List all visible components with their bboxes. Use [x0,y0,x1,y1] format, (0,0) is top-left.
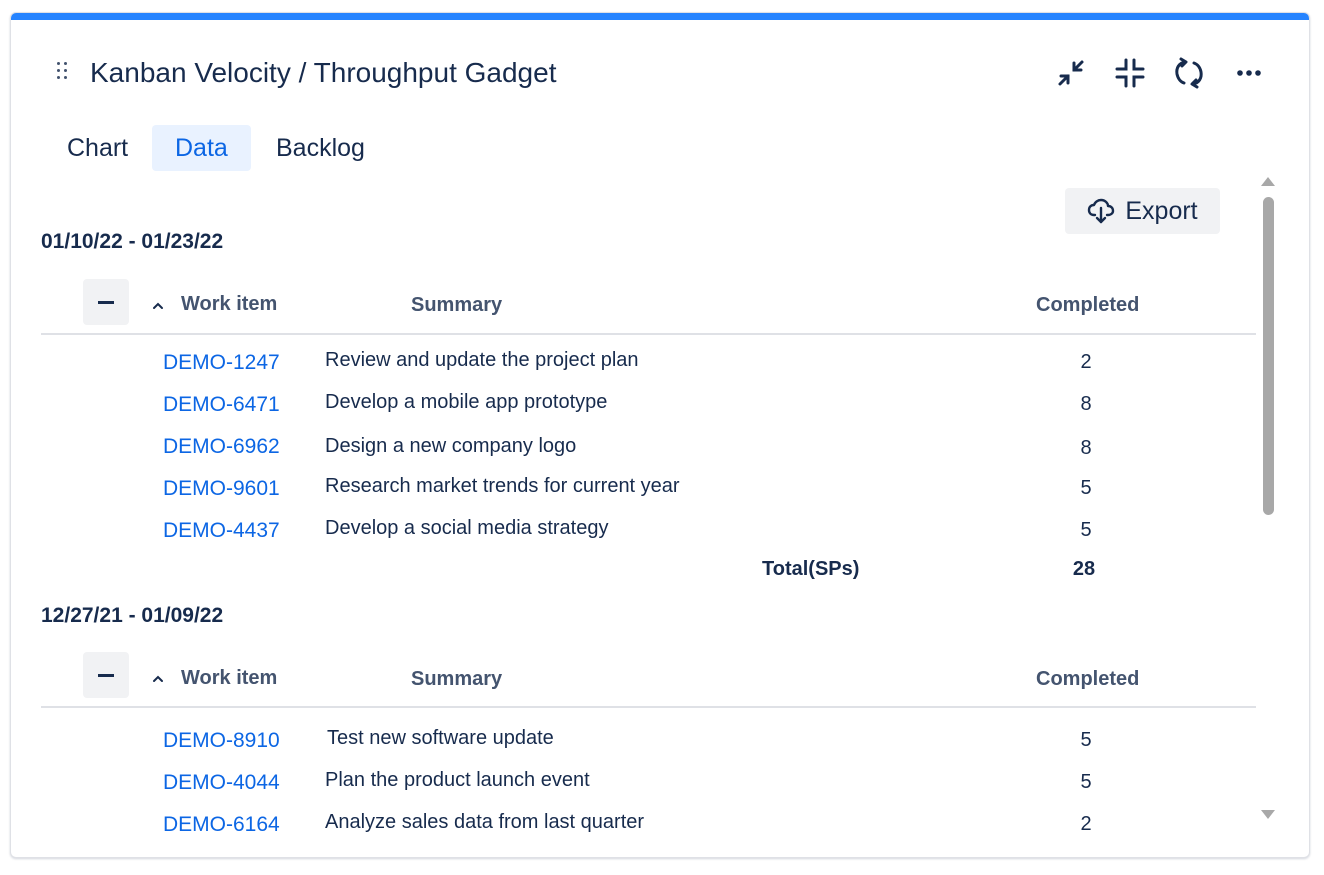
refresh-icon[interactable] [1169,53,1209,93]
work-item-summary: Plan the product launch event [325,769,590,791]
scroll-thumb[interactable] [1263,197,1274,515]
completed-points: 8 [1080,393,1092,415]
work-item-summary: Develop a mobile app prototype [325,391,608,413]
column-header-completed[interactable]: Completed [1036,294,1140,316]
gadget-accent-bar [11,13,1309,20]
work-item-link[interactable]: DEMO-1247 [163,351,280,374]
export-label: Export [1125,196,1198,225]
work-item-summary: Design a new company logo [325,435,577,457]
export-button[interactable]: Export [1065,188,1220,234]
work-item-summary: Analyze sales data from last quarter [325,811,645,833]
table-row: DEMO-6164 Analyze sales data from last q… [11,811,1251,855]
column-header-work-item[interactable]: Work item [181,293,278,315]
table-row: DEMO-6471 Develop a mobile app prototype… [11,391,1251,435]
table-row: DEMO-6962 Design a new company logo 8 [11,435,1251,477]
work-item-summary: Research market trends for current year [325,475,680,497]
scroll-down-icon[interactable] [1261,810,1275,819]
column-header-completed[interactable]: Completed [1036,668,1140,690]
work-item-link[interactable]: DEMO-6962 [163,435,280,458]
completed-points: 2 [1080,813,1092,835]
total-label: Total(SPs) [762,558,860,580]
header-divider [41,706,1256,708]
more-icon[interactable] [1229,53,1269,93]
completed-points: 2 [1080,351,1092,373]
table-row: DEMO-1247 Review and update the project … [11,349,1251,393]
table-row: DEMO-4044 Plan the product launch event … [11,769,1251,813]
minimize-icon[interactable] [1051,53,1091,93]
cloud-download-icon [1088,198,1115,224]
work-item-link[interactable]: DEMO-4437 [163,519,280,542]
collapse-group-button[interactable] [83,279,129,325]
work-item-link[interactable]: DEMO-9601 [163,477,280,500]
tab-chart[interactable]: Chart [67,134,129,162]
work-item-link[interactable]: DEMO-8910 [163,729,280,752]
completed-points: 5 [1080,519,1092,541]
gadget-title: Kanban Velocity / Throughput Gadget [90,57,557,88]
scroll-up-icon[interactable] [1261,177,1275,186]
header-divider [41,333,1256,335]
group-date-range: 12/27/21 - 01/09/22 [41,604,224,627]
sort-ascending-icon[interactable] [152,673,164,685]
table-row: DEMO-9601 Research market trends for cur… [11,475,1251,519]
collapse-group-button[interactable] [83,652,129,698]
completed-points: 5 [1080,771,1092,793]
work-item-link[interactable]: DEMO-6471 [163,393,280,416]
completed-points: 5 [1080,477,1092,499]
work-item-summary: Review and update the project plan [325,349,639,371]
work-item-link[interactable]: DEMO-4044 [163,771,280,794]
drag-handle-icon[interactable] [57,61,71,83]
work-item-link[interactable]: DEMO-6164 [163,813,280,836]
total-value: 28 [1072,558,1096,580]
velocity-gadget: Kanban Velocity / Throughput Gadget [10,12,1310,858]
tab-data[interactable]: Data [152,125,251,171]
group-date-range: 01/10/22 - 01/23/22 [41,230,224,253]
table-row: DEMO-8910 Test new software update 5 [11,727,1251,771]
collapse-icon[interactable] [1110,53,1150,93]
column-header-work-item[interactable]: Work item [181,667,278,689]
completed-points: 8 [1080,437,1092,459]
work-item-summary: Test new software update [327,727,554,749]
column-header-summary[interactable]: Summary [411,294,503,316]
column-header-summary[interactable]: Summary [411,668,503,690]
tab-backlog[interactable]: Backlog [276,134,365,162]
completed-points: 5 [1080,729,1092,751]
table-row: DEMO-4437 Develop a social media strateg… [11,517,1251,561]
scrollbar[interactable] [1259,177,1277,825]
work-item-summary: Develop a social media strategy [325,517,609,539]
sort-ascending-icon[interactable] [152,300,164,312]
